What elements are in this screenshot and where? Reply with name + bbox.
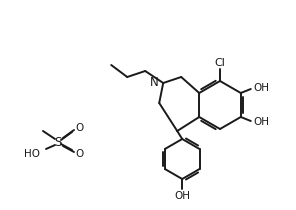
Text: OH: OH xyxy=(174,191,190,201)
Text: O: O xyxy=(75,149,83,159)
Text: Cl: Cl xyxy=(215,58,226,68)
Text: OH: OH xyxy=(254,83,270,93)
Text: N: N xyxy=(149,76,158,88)
Text: S: S xyxy=(54,135,62,148)
Text: O: O xyxy=(75,123,83,133)
Text: HO: HO xyxy=(24,149,40,159)
Text: OH: OH xyxy=(254,117,270,127)
